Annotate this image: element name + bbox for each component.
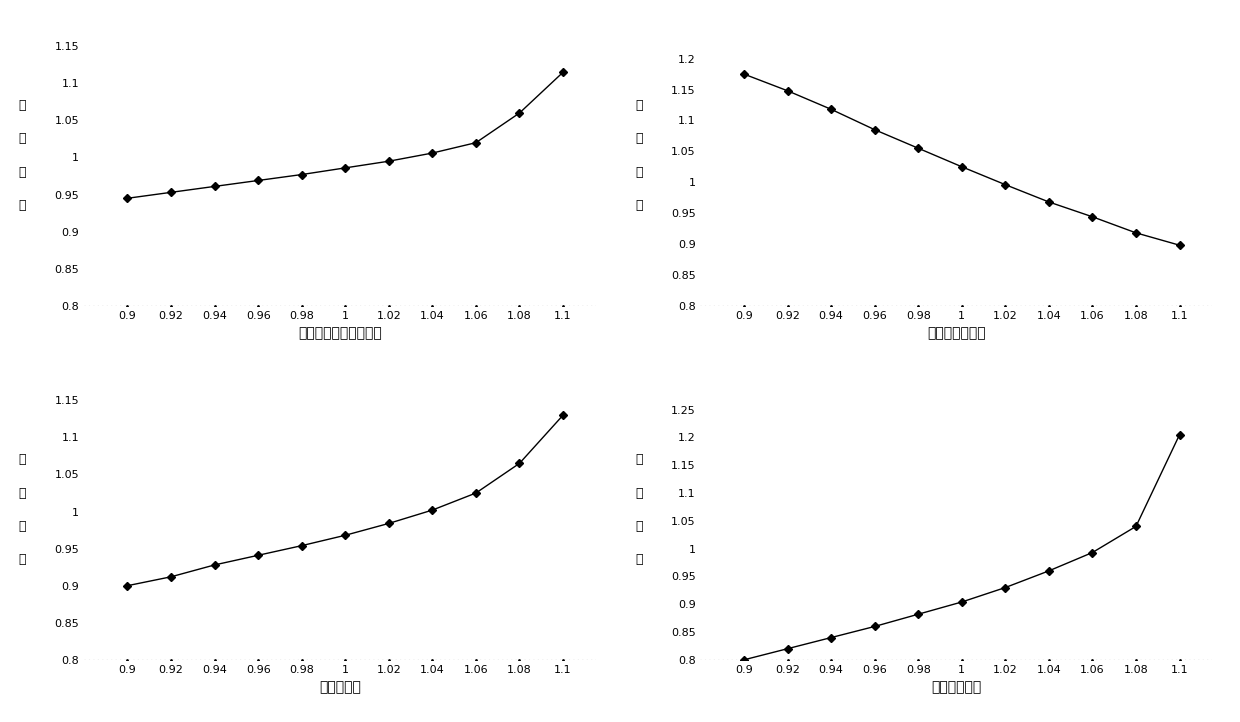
Text: 寸: 寸 (19, 199, 26, 212)
Text: 整: 整 (19, 99, 26, 112)
Text: 整: 整 (635, 99, 642, 112)
Text: 寸: 寸 (635, 199, 642, 212)
X-axis label: 传热管节径比: 传热管节径比 (931, 680, 982, 695)
X-axis label: 冷凝器壳侧压力: 冷凝器壳侧压力 (928, 326, 986, 340)
Text: 体: 体 (635, 487, 642, 500)
Text: 体: 体 (635, 132, 642, 145)
Text: 尺: 尺 (19, 166, 26, 179)
X-axis label: 传热管外径: 传热管外径 (319, 680, 361, 695)
Text: 寸: 寸 (19, 553, 26, 566)
Text: 体: 体 (19, 132, 26, 145)
Text: 尺: 尺 (635, 520, 642, 533)
Text: 整: 整 (635, 453, 642, 466)
Text: 尺: 尺 (19, 520, 26, 533)
Text: 体: 体 (19, 487, 26, 500)
X-axis label: 蔕气发生器二次侧压力: 蔕气发生器二次侧压力 (298, 326, 382, 340)
Text: 寸: 寸 (635, 553, 642, 566)
Text: 尺: 尺 (635, 166, 642, 179)
Text: 整: 整 (19, 453, 26, 466)
